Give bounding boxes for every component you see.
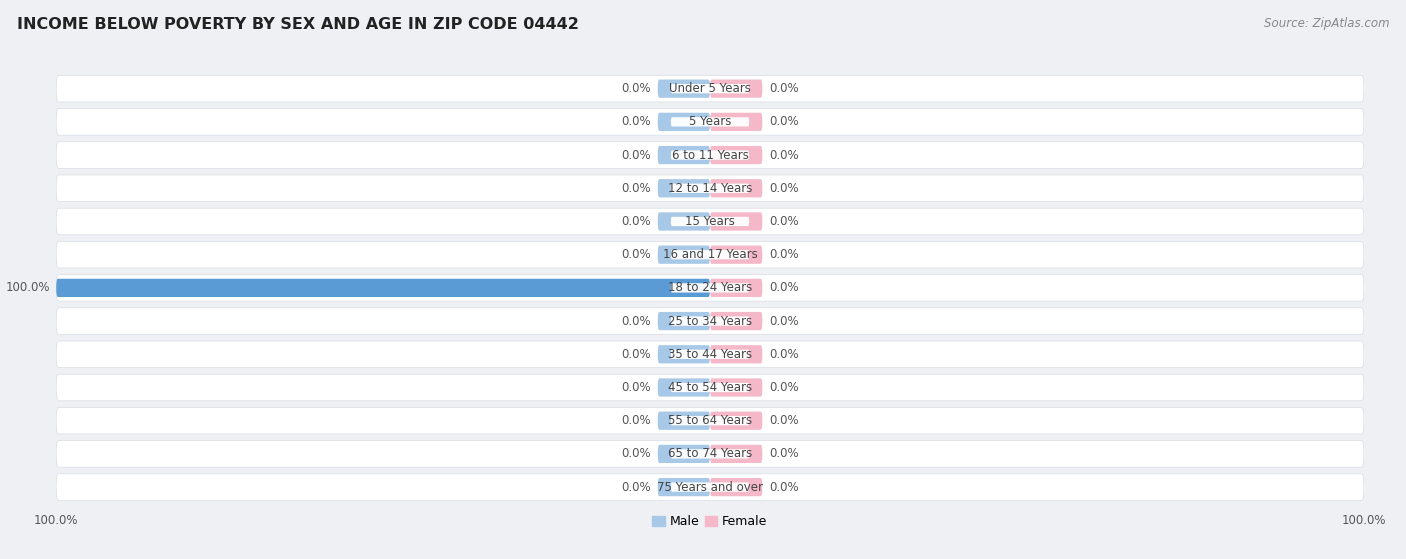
Text: 0.0%: 0.0%: [769, 149, 799, 162]
FancyBboxPatch shape: [710, 79, 762, 98]
Text: 100.0%: 100.0%: [6, 281, 49, 295]
FancyBboxPatch shape: [671, 217, 749, 226]
FancyBboxPatch shape: [671, 383, 749, 392]
FancyBboxPatch shape: [56, 274, 1364, 301]
FancyBboxPatch shape: [671, 250, 749, 259]
FancyBboxPatch shape: [710, 378, 762, 397]
FancyBboxPatch shape: [710, 411, 762, 430]
Text: 0.0%: 0.0%: [621, 447, 651, 461]
FancyBboxPatch shape: [56, 108, 1364, 135]
FancyBboxPatch shape: [671, 150, 749, 160]
Text: 0.0%: 0.0%: [621, 248, 651, 261]
Text: 0.0%: 0.0%: [769, 115, 799, 129]
FancyBboxPatch shape: [710, 179, 762, 197]
FancyBboxPatch shape: [56, 241, 1364, 268]
FancyBboxPatch shape: [56, 142, 1364, 168]
FancyBboxPatch shape: [56, 308, 1364, 334]
FancyBboxPatch shape: [710, 279, 762, 297]
FancyBboxPatch shape: [658, 245, 710, 264]
Text: 16 and 17 Years: 16 and 17 Years: [662, 248, 758, 261]
Legend: Male, Female: Male, Female: [648, 510, 772, 533]
FancyBboxPatch shape: [671, 117, 749, 126]
FancyBboxPatch shape: [710, 445, 762, 463]
FancyBboxPatch shape: [658, 312, 710, 330]
Text: 0.0%: 0.0%: [769, 315, 799, 328]
FancyBboxPatch shape: [671, 84, 749, 93]
Text: 65 to 74 Years: 65 to 74 Years: [668, 447, 752, 461]
FancyBboxPatch shape: [56, 474, 1364, 500]
Text: 0.0%: 0.0%: [621, 82, 651, 95]
Text: 0.0%: 0.0%: [621, 348, 651, 361]
Text: 6 to 11 Years: 6 to 11 Years: [672, 149, 748, 162]
FancyBboxPatch shape: [710, 345, 762, 363]
FancyBboxPatch shape: [658, 212, 710, 231]
FancyBboxPatch shape: [658, 445, 710, 463]
Text: 0.0%: 0.0%: [769, 248, 799, 261]
FancyBboxPatch shape: [710, 245, 762, 264]
Text: 0.0%: 0.0%: [769, 348, 799, 361]
FancyBboxPatch shape: [658, 113, 710, 131]
FancyBboxPatch shape: [56, 440, 1364, 467]
Text: 0.0%: 0.0%: [769, 381, 799, 394]
FancyBboxPatch shape: [658, 345, 710, 363]
Text: 0.0%: 0.0%: [621, 115, 651, 129]
FancyBboxPatch shape: [671, 183, 749, 193]
FancyBboxPatch shape: [56, 208, 1364, 235]
FancyBboxPatch shape: [56, 279, 710, 297]
FancyBboxPatch shape: [56, 341, 1364, 368]
FancyBboxPatch shape: [56, 408, 1364, 434]
Text: 55 to 64 Years: 55 to 64 Years: [668, 414, 752, 427]
FancyBboxPatch shape: [671, 316, 749, 326]
FancyBboxPatch shape: [710, 113, 762, 131]
Text: 25 to 34 Years: 25 to 34 Years: [668, 315, 752, 328]
FancyBboxPatch shape: [56, 175, 1364, 202]
Text: 0.0%: 0.0%: [621, 215, 651, 228]
Text: 5 Years: 5 Years: [689, 115, 731, 129]
FancyBboxPatch shape: [56, 374, 1364, 401]
FancyBboxPatch shape: [671, 283, 749, 292]
FancyBboxPatch shape: [658, 146, 710, 164]
FancyBboxPatch shape: [671, 349, 749, 359]
Text: 0.0%: 0.0%: [769, 281, 799, 295]
FancyBboxPatch shape: [671, 416, 749, 425]
FancyBboxPatch shape: [710, 312, 762, 330]
FancyBboxPatch shape: [658, 478, 710, 496]
FancyBboxPatch shape: [671, 482, 749, 492]
FancyBboxPatch shape: [710, 478, 762, 496]
Text: 75 Years and over: 75 Years and over: [657, 481, 763, 494]
Text: 0.0%: 0.0%: [621, 481, 651, 494]
Text: Source: ZipAtlas.com: Source: ZipAtlas.com: [1264, 17, 1389, 30]
Text: 45 to 54 Years: 45 to 54 Years: [668, 381, 752, 394]
Text: 0.0%: 0.0%: [769, 82, 799, 95]
FancyBboxPatch shape: [710, 146, 762, 164]
FancyBboxPatch shape: [658, 79, 710, 98]
Text: 0.0%: 0.0%: [769, 447, 799, 461]
FancyBboxPatch shape: [658, 411, 710, 430]
Text: 0.0%: 0.0%: [769, 481, 799, 494]
Text: 0.0%: 0.0%: [769, 182, 799, 195]
FancyBboxPatch shape: [710, 212, 762, 231]
Text: 0.0%: 0.0%: [621, 149, 651, 162]
Text: 0.0%: 0.0%: [621, 414, 651, 427]
Text: 0.0%: 0.0%: [621, 315, 651, 328]
Text: 15 Years: 15 Years: [685, 215, 735, 228]
Text: 0.0%: 0.0%: [621, 381, 651, 394]
FancyBboxPatch shape: [658, 179, 710, 197]
FancyBboxPatch shape: [56, 75, 1364, 102]
Text: Under 5 Years: Under 5 Years: [669, 82, 751, 95]
Text: 35 to 44 Years: 35 to 44 Years: [668, 348, 752, 361]
Text: 12 to 14 Years: 12 to 14 Years: [668, 182, 752, 195]
Text: INCOME BELOW POVERTY BY SEX AND AGE IN ZIP CODE 04442: INCOME BELOW POVERTY BY SEX AND AGE IN Z…: [17, 17, 579, 32]
Text: 18 to 24 Years: 18 to 24 Years: [668, 281, 752, 295]
Text: 0.0%: 0.0%: [769, 215, 799, 228]
Text: 0.0%: 0.0%: [621, 182, 651, 195]
FancyBboxPatch shape: [658, 378, 710, 397]
FancyBboxPatch shape: [671, 449, 749, 458]
Text: 0.0%: 0.0%: [769, 414, 799, 427]
